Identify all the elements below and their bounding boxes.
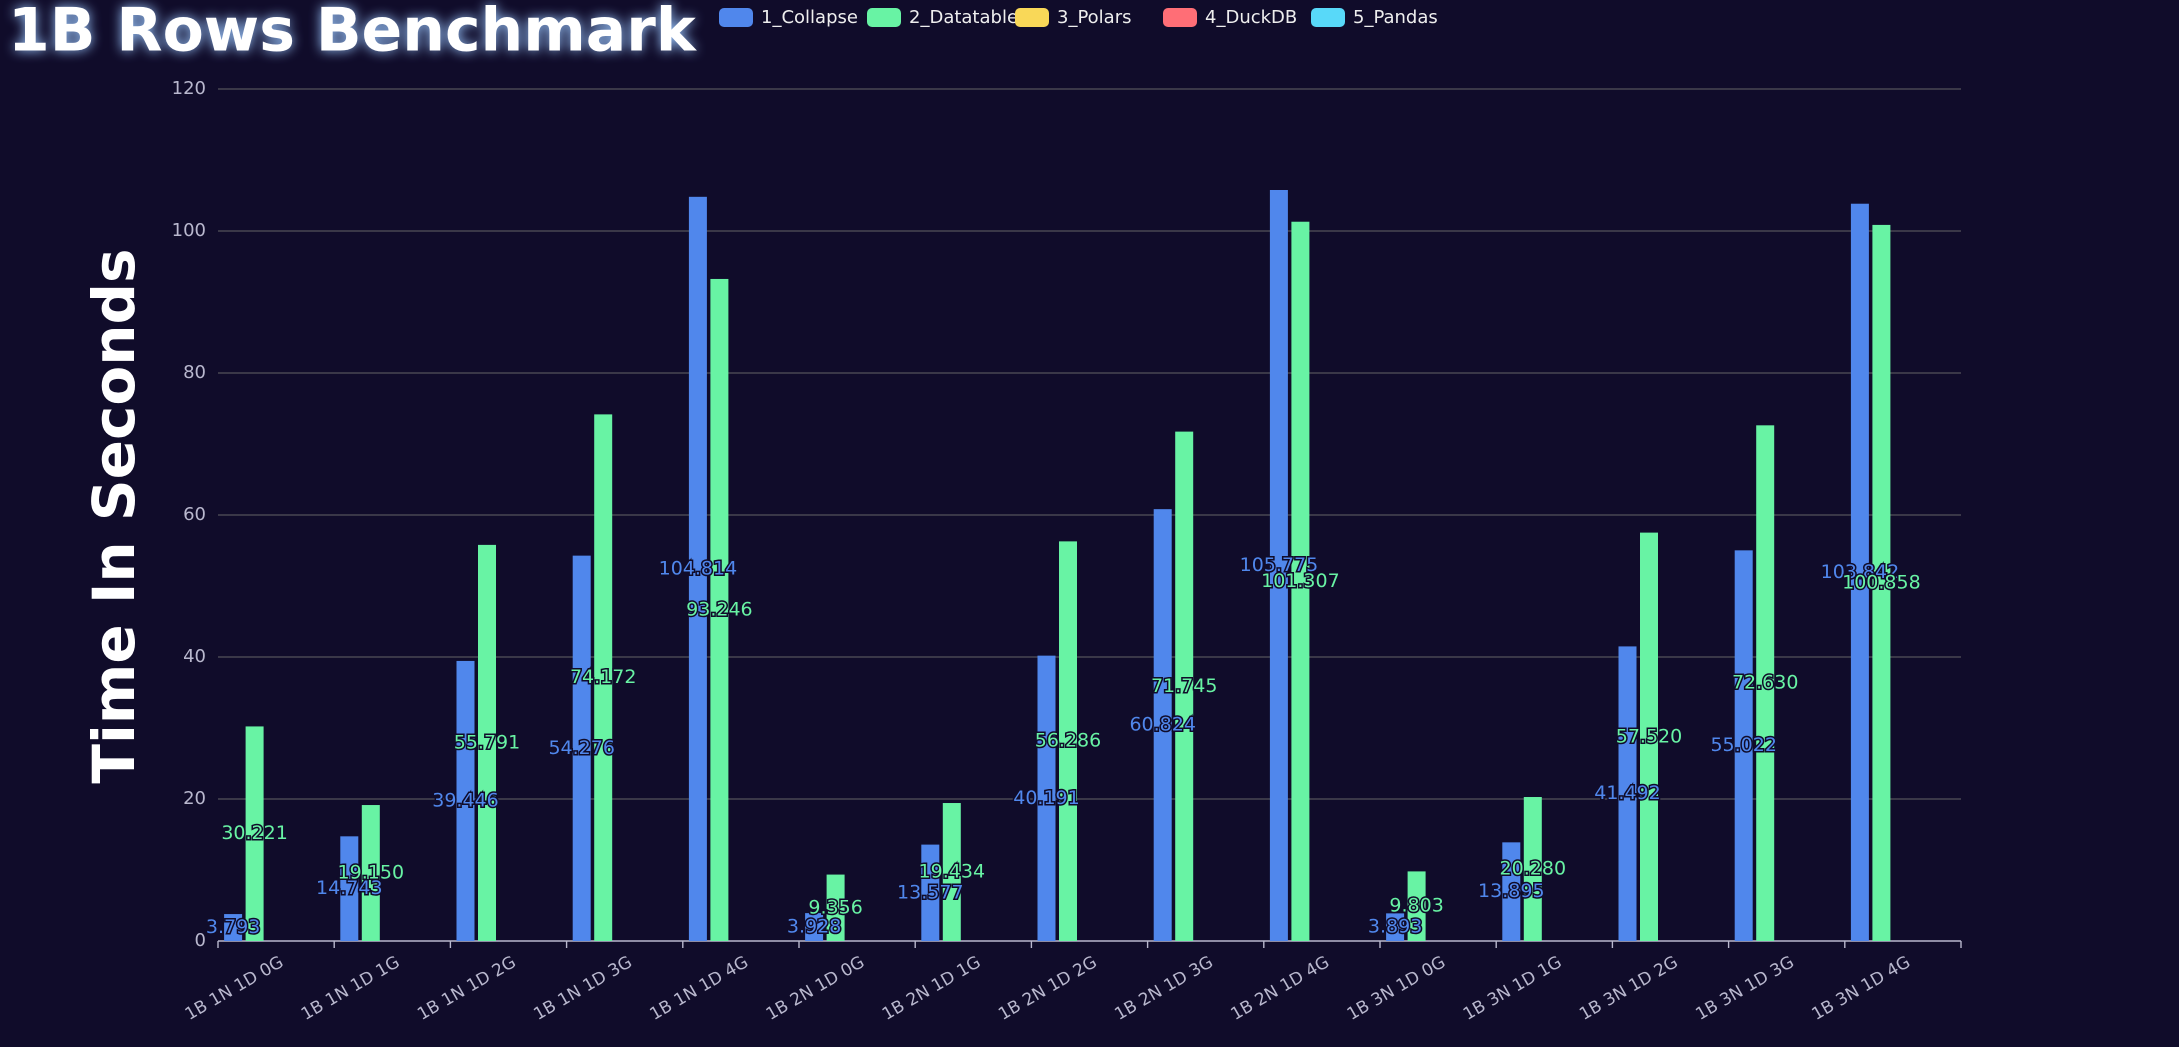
y-tick-label: 20: [183, 788, 206, 809]
data-label: 54.276: [548, 737, 614, 759]
y-tick-label: 60: [183, 504, 206, 525]
y-tick-label: 120: [172, 78, 206, 99]
legend-label: 5_Pandas: [1353, 7, 1438, 28]
y-tick-label: 80: [183, 362, 206, 383]
legend-swatch: [1311, 8, 1345, 27]
data-label: 55.791: [454, 731, 520, 753]
bar: [921, 844, 940, 941]
data-label: 93.246: [686, 598, 752, 620]
chart-title: 1B Rows Benchmark: [8, 0, 698, 66]
bar: [1756, 425, 1775, 941]
bar: [1407, 871, 1426, 941]
data-label: 60.824: [1129, 714, 1195, 736]
bar: [1618, 646, 1637, 941]
y-axis-label: Time In Seconds: [80, 248, 148, 783]
bar: [1872, 224, 1891, 941]
bar: [245, 726, 264, 941]
data-label: 101.307: [1261, 570, 1340, 592]
bar: [572, 555, 591, 941]
data-label: 3.793: [206, 916, 260, 938]
bar: [224, 914, 243, 941]
bar: [688, 196, 707, 941]
bar: [1059, 541, 1077, 941]
y-tick-label: 0: [195, 930, 206, 951]
bar: [1037, 655, 1056, 941]
data-label: 3.928: [787, 916, 841, 938]
bar: [1734, 550, 1753, 941]
bar: [1153, 509, 1172, 941]
bar: [456, 660, 475, 941]
y-tick-label: 100: [172, 220, 206, 241]
bar: [340, 836, 359, 941]
legend-swatch: [719, 8, 753, 27]
data-label: 13.577: [897, 881, 963, 903]
bar: [826, 874, 845, 941]
data-label: 9.803: [1389, 895, 1443, 917]
data-label: 13.895: [1478, 880, 1544, 902]
data-label: 72.630: [1732, 672, 1798, 694]
legend-swatch: [1015, 8, 1049, 27]
data-label: 41.492: [1594, 782, 1660, 804]
bar: [710, 278, 729, 942]
data-label: 74.172: [570, 666, 636, 688]
legend-label: 2_Datatable: [909, 7, 1018, 28]
bar: [1850, 203, 1869, 941]
bar: [361, 805, 380, 941]
bar: [1386, 913, 1405, 941]
legend-label: 3_Polars: [1057, 7, 1132, 28]
data-label: 57.520: [1616, 725, 1682, 747]
bar: [478, 544, 496, 941]
data-label: 19.434: [919, 861, 985, 883]
bar: [1291, 221, 1310, 941]
legend-label: 1_Collapse: [761, 7, 858, 28]
data-label: 56.286: [1035, 730, 1101, 752]
data-label: 103.842: [1821, 561, 1900, 583]
data-label: 104.814: [659, 557, 738, 579]
data-label: 55.022: [1710, 734, 1776, 756]
data-label: 100.858: [1842, 571, 1921, 593]
bar: [1502, 842, 1521, 941]
bar: [1523, 797, 1542, 941]
y-tick-label: 40: [183, 646, 206, 667]
legend-swatch: [1163, 8, 1197, 27]
bar: [1175, 431, 1194, 941]
data-label: 105.775: [1240, 554, 1319, 576]
data-label: 14.743: [316, 877, 382, 899]
bar: [1640, 532, 1658, 941]
data-label: 19.150: [338, 862, 404, 884]
bar: [805, 913, 824, 941]
legend-label: 4_DuckDB: [1205, 7, 1297, 28]
data-label: 9.356: [808, 896, 862, 918]
legend-swatch: [867, 8, 901, 27]
data-label: 71.745: [1151, 675, 1217, 697]
data-label: 3.893: [1368, 916, 1422, 938]
data-label: 20.280: [1500, 858, 1566, 880]
bar: [1269, 189, 1288, 941]
bar: [942, 803, 961, 941]
data-label: 30.221: [221, 822, 287, 844]
bar: [594, 414, 613, 942]
data-label: 39.446: [432, 789, 498, 811]
data-label: 40.191: [1013, 787, 1079, 809]
